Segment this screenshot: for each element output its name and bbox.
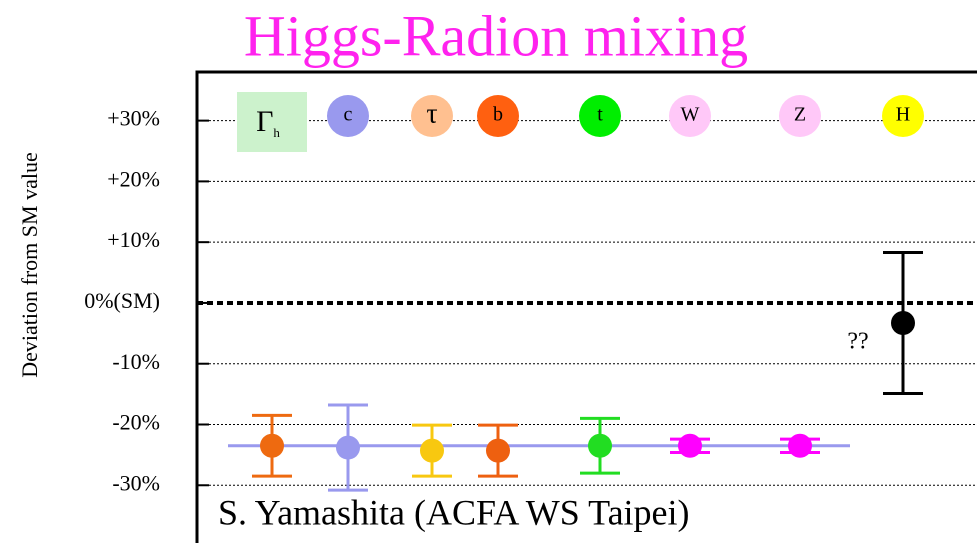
- category-badge: [237, 92, 307, 152]
- y-tick-label: -10%: [112, 349, 160, 374]
- category-badge: [669, 95, 711, 137]
- point: [588, 433, 612, 458]
- category-label: b: [493, 104, 503, 126]
- category-subscript: h: [273, 125, 280, 140]
- point: [486, 438, 510, 463]
- point: [420, 438, 444, 463]
- chart-title: Higgs-Radion mixing: [244, 3, 748, 68]
- point: [260, 433, 284, 458]
- category-badge: [882, 95, 924, 137]
- point: [891, 310, 915, 335]
- category-label: t: [597, 104, 603, 126]
- y-tick-label: +20%: [107, 166, 160, 191]
- point: [336, 435, 360, 460]
- point: [788, 433, 812, 458]
- annotation: S. Yamashita (ACFA WS Taipei): [218, 492, 690, 532]
- category-label: H: [896, 104, 910, 126]
- category-badge: [327, 95, 369, 137]
- y-axis-label: Deviation from SM value: [17, 152, 42, 377]
- category-label: τ: [426, 98, 437, 129]
- category-label: Z: [794, 104, 806, 126]
- y-tick-label: +10%: [107, 227, 160, 252]
- category-badge: [411, 95, 453, 137]
- y-tick-label: +30%: [107, 106, 160, 131]
- category-badge: [477, 95, 519, 137]
- category-badge: [779, 95, 821, 137]
- category-symbol: Γ: [256, 105, 273, 138]
- category-label: c: [344, 104, 353, 126]
- annotation: ??: [847, 329, 868, 355]
- plot-frame: [195, 70, 977, 543]
- y-tick-label: -30%: [112, 470, 160, 495]
- category-label: W: [681, 104, 700, 126]
- category-badge: [579, 95, 621, 137]
- point: [678, 433, 702, 458]
- category-label: Γh: [256, 105, 280, 140]
- y-tick-label: -20%: [112, 410, 160, 435]
- y-tick-label: 0%(SM): [84, 288, 160, 313]
- annotation-bg: [210, 492, 635, 540]
